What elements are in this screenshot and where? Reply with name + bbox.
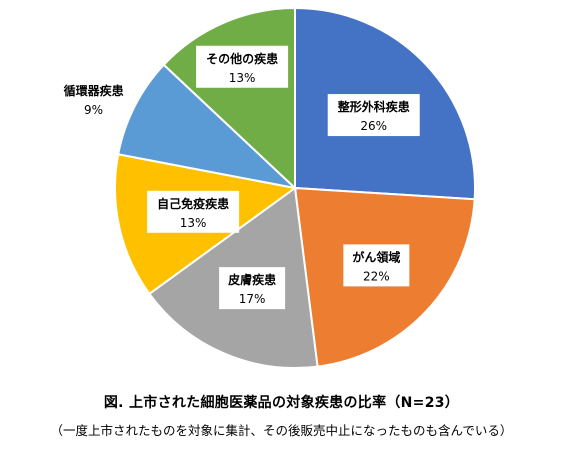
slice-percent-label: 22% — [363, 269, 390, 283]
chart-caption: 図. 上市された細胞医薬品の対象疾患の比率（N=23） — [103, 395, 460, 411]
slice-label: その他の疾患 13% — [196, 45, 289, 88]
slice-label: がん領域 22% — [343, 244, 410, 287]
slice-percent-label: 13% — [229, 71, 256, 85]
slice-category-label: 整形外科疾患 — [337, 99, 410, 114]
slice-label: 自己免疫疾患 13% — [147, 190, 240, 233]
slice-percent-label: 13% — [180, 216, 207, 230]
slice-category-label: 皮膚疾患 — [227, 272, 276, 287]
slice-category-label: がん領域 — [352, 249, 400, 264]
slice-label-box — [147, 190, 240, 233]
slice-label-box — [327, 94, 420, 137]
slice-percent-label: 17% — [239, 292, 266, 306]
slice-label: 皮膚疾患 17% — [219, 267, 286, 310]
chart-note: （一度上市されたものを対象に集計、その後販売中止になったものも含んでいる） — [50, 423, 513, 438]
slice-label-box — [219, 267, 286, 310]
slice-label: 整形外科疾患 26% — [327, 94, 420, 137]
slice-category-label: その他の疾患 — [206, 51, 278, 66]
slice-label-box — [196, 45, 289, 88]
pie-chart: 整形外科疾患 26% がん領域 22% 皮膚疾患 17% 自己免疫疾患 13% 循環器疾患 9% そ… — [64, 6, 476, 369]
slice-label: 循環器疾患 9% — [64, 83, 124, 117]
slice-label-box — [343, 244, 410, 287]
slice-category-label: 循環器疾患 — [64, 83, 124, 98]
slice-percent-label: 9% — [84, 103, 103, 117]
pie-slice — [117, 63, 299, 190]
slice-category-label: 自己免疫疾患 — [157, 196, 229, 211]
slice-percent-label: 26% — [360, 119, 387, 133]
